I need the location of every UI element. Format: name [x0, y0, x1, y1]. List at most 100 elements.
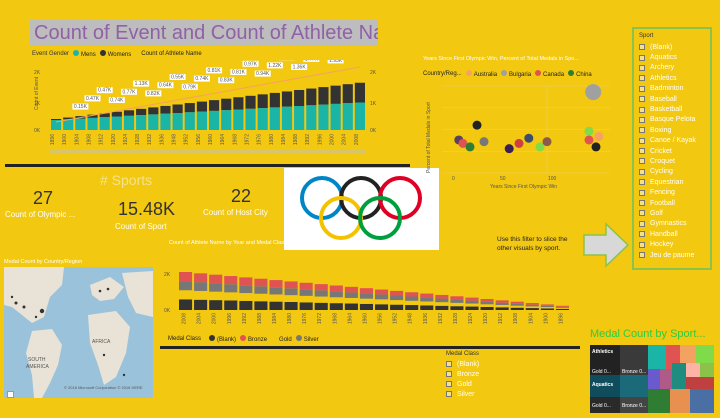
bar-womens [172, 104, 183, 113]
data-label-bg [157, 82, 174, 89]
treemap-cell[interactable] [686, 363, 700, 377]
medal-map[interactable]: AFRICA SOUTH AMERICA © 2016 Microsoft Co… [4, 267, 153, 398]
bar-mens [281, 106, 293, 130]
scatter-legend-item[interactable]: Bulgaria [501, 70, 531, 78]
checkbox-icon[interactable] [639, 220, 645, 227]
slicer-item[interactable]: Badminton [639, 84, 706, 94]
checkbox-icon[interactable] [639, 231, 645, 238]
legend-womens[interactable]: Womens [99, 50, 131, 58]
checkbox-icon[interactable] [446, 361, 452, 367]
treemap-cell-athletics[interactable] [590, 345, 620, 375]
medal-class-item[interactable]: Gold [446, 379, 526, 389]
treemap-cell[interactable] [648, 389, 670, 413]
slicer-item[interactable]: (Blank) [639, 42, 706, 52]
scatter-chart[interactable]: 0 50 100 Years Since First Olympic Win Perce… [420, 78, 620, 198]
checkbox-icon[interactable] [639, 241, 645, 248]
slicer-item[interactable]: Cricket [639, 146, 706, 156]
slicer-item[interactable]: Handball [639, 229, 706, 239]
medal-class-item[interactable]: Bronze [446, 369, 526, 379]
treemap-cell-aquatics[interactable] [590, 375, 620, 397]
slicer-item[interactable]: Croquet [639, 156, 706, 166]
checkbox-icon[interactable] [446, 391, 452, 397]
scatter-legend-item[interactable]: Canada [535, 70, 564, 78]
checkbox-icon[interactable] [639, 168, 645, 175]
checkbox-icon[interactable] [639, 116, 645, 123]
medal-legend-item[interactable]: Bronze [240, 335, 267, 343]
checkbox-icon[interactable] [639, 252, 645, 258]
scatter-legend-item[interactable]: China [568, 70, 592, 78]
treemap-cell[interactable] [648, 369, 660, 389]
checkbox-icon[interactable] [639, 106, 645, 113]
checkbox-icon[interactable] [446, 381, 452, 387]
slicer-item[interactable]: Basketball [639, 104, 706, 114]
treemap-cell[interactable] [672, 363, 686, 389]
treemap-cell[interactable] [660, 369, 672, 389]
checkbox-icon[interactable] [639, 85, 645, 92]
treemap-cell[interactable] [680, 345, 696, 363]
medal-bar-segment [209, 274, 223, 284]
slicer-item[interactable]: Boxing [639, 125, 706, 135]
medal-class-item[interactable]: (Blank) [446, 359, 526, 369]
slicer-item[interactable]: Athletics [639, 73, 706, 83]
data-label-bg [230, 69, 247, 75]
checkbox-icon[interactable] [639, 137, 645, 144]
slicer-item[interactable]: Baseball [639, 94, 706, 104]
medal-legend-item[interactable]: Silver [295, 335, 319, 343]
treemap-cell[interactable] [686, 377, 714, 389]
slicer-item[interactable]: Cycling [639, 167, 706, 177]
treemap-cell[interactable] [620, 345, 648, 375]
treemap-cell[interactable] [648, 345, 666, 369]
medal-chart[interactable]: 2K 0K 2008 2004 2000 1996 1992 1988 1984 1980 1976… [160, 250, 580, 335]
slicer-item[interactable]: Jeu de paume [639, 250, 706, 260]
legend-dot-icon [271, 335, 278, 341]
checkbox-icon[interactable] [639, 75, 645, 82]
slicer-item[interactable]: Canoe / Kayak [639, 136, 706, 146]
medal-bar-segment [510, 307, 524, 310]
slicer-item[interactable]: Golf [639, 208, 706, 218]
treemap-cell[interactable] [700, 363, 714, 377]
checkbox-icon[interactable] [639, 148, 645, 155]
y-tick-left: 2K [34, 70, 41, 76]
treemap-cell[interactable] [620, 375, 648, 397]
data-label-bg [291, 64, 308, 70]
medal-bar-segment [435, 302, 449, 306]
checkbox-icon[interactable] [639, 179, 645, 186]
checkbox-icon[interactable] [639, 210, 645, 217]
slicer-item[interactable]: Gymnastics [639, 219, 706, 229]
treemap-cell[interactable] [620, 397, 648, 413]
data-label-bg [121, 88, 137, 95]
slicer-item[interactable]: Basque Pelota [639, 115, 706, 125]
checkbox-icon[interactable] [639, 200, 645, 207]
bar-mens [245, 108, 256, 130]
sport-treemap[interactable]: Athletics Aquatics Gold 0... Bronze 0...… [590, 345, 714, 413]
legend-athlete-label[interactable]: Count of Athlete Name [141, 51, 202, 57]
checkbox-icon[interactable] [639, 189, 645, 196]
treemap-cell[interactable] [696, 345, 714, 363]
slicer-item[interactable]: Equestrian [639, 177, 706, 187]
legend-mens[interactable]: Mens [73, 50, 96, 58]
combo-y-axis-title: Count of Event [34, 76, 40, 110]
treemap-cell[interactable] [590, 397, 620, 413]
checkbox-icon[interactable] [639, 127, 645, 134]
treemap-cell[interactable] [670, 389, 690, 413]
slicer-item[interactable]: Aquatics [639, 52, 706, 62]
slicer-item[interactable]: Football [639, 198, 706, 208]
medal-legend-item[interactable]: (Blank) [209, 335, 236, 343]
scatter-point [479, 137, 489, 147]
checkbox-icon[interactable] [639, 64, 645, 71]
medal-legend-item[interactable]: Gold [271, 335, 292, 343]
treemap-cell[interactable] [690, 389, 714, 413]
slicer-item[interactable]: Fencing [639, 187, 706, 197]
medal-class-item[interactable]: Silver [446, 389, 526, 399]
checkbox-icon[interactable] [639, 158, 645, 165]
checkbox-icon[interactable] [639, 96, 645, 103]
slicer-item[interactable]: Hockey [639, 239, 706, 249]
sport-slicer-title: Sport [639, 33, 654, 39]
checkbox-icon[interactable] [639, 54, 645, 61]
checkbox-icon[interactable] [446, 371, 452, 377]
scatter-y-title: Percent of Total Medals in Sport [426, 102, 432, 173]
scatter-legend-item[interactable]: Australia [465, 70, 497, 78]
slicer-item[interactable]: Archery [639, 63, 706, 73]
checkbox-icon[interactable] [639, 44, 645, 51]
